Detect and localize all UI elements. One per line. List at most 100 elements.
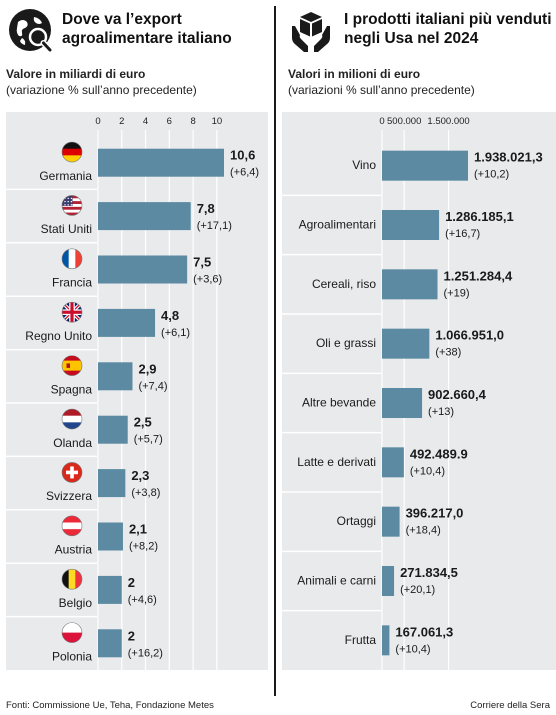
change-label: (+16,7) <box>445 228 480 240</box>
value-label: 2 <box>128 628 135 643</box>
value-label: 1.066.951,0 <box>435 328 504 343</box>
chart-area: 0 2 4 6 8 10 Germania 10,6 (+6,4) Stati Uniti 7,8 (… <box>6 112 268 670</box>
unit-label: Valore in miliardi di euro <box>6 67 146 81</box>
bar <box>382 566 395 596</box>
value-label: 2,1 <box>129 522 147 537</box>
bar-row: Regno Unito 4,8 (+6,1) <box>6 301 190 351</box>
bar-row: Francia 7,5 (+3,6) <box>6 248 222 297</box>
change-label: (+6,1) <box>161 327 190 339</box>
tick-label: 2 <box>119 116 124 127</box>
flag-gb-icon <box>61 301 83 323</box>
bar-row: Animali e carni 271.834,5 (+20,1) <box>282 565 458 612</box>
value-label: 2,5 <box>134 415 152 430</box>
value-label: 7,5 <box>193 255 211 270</box>
bar-row: Altre bevande 902.660,4 (+13) <box>282 387 487 434</box>
bar-row: Ortaggi 396.217,0 (+18,4) <box>282 506 464 553</box>
bar-row: Latte e derivati 492.489.9 (+10,4) <box>282 446 468 493</box>
change-label: (+20,1) <box>400 584 435 596</box>
variation-note: (variazioni % sull’anno precedente) <box>288 83 475 97</box>
bar <box>98 148 224 177</box>
flag-at-icon <box>61 515 83 537</box>
chart-subtitle: Valori in milioni di euro (variazioni % … <box>288 66 475 98</box>
export-panel: Dove va l’export agroalimentare italiano… <box>0 0 268 690</box>
category-label: Belgio <box>59 596 93 610</box>
tick-label: 6 <box>167 116 172 127</box>
flag-ch-icon <box>61 462 83 483</box>
category-label: Latte e derivati <box>297 455 376 469</box>
change-label: (+6,4) <box>230 167 259 179</box>
value-label: 1.938.021,3 <box>474 150 543 165</box>
category-label: Olanda <box>53 436 92 450</box>
change-label: (+10,4) <box>410 465 445 477</box>
value-label: 7,8 <box>197 201 215 216</box>
bar <box>382 447 404 478</box>
bar-row: Oli e grassi 1.066.951,0 (+38) <box>282 328 504 375</box>
change-label: (+17,1) <box>197 220 232 232</box>
change-label: (+13) <box>428 406 454 418</box>
bar-row: Spagna 2,9 (+7,4) <box>6 355 168 404</box>
value-label: 2,3 <box>131 468 149 483</box>
chart-subtitle: Valore in miliardi di euro (variazione %… <box>6 66 197 98</box>
bar-row: Belgio 2 (+4,6) <box>6 568 157 618</box>
tick-label: 4 <box>143 116 148 127</box>
bar-row: Stati Uniti 7,8 (+17,1) <box>6 195 232 244</box>
bar <box>382 210 440 240</box>
bar-row: Austria 2,1 (+8,2) <box>6 515 158 564</box>
change-label: (+18,4) <box>406 525 441 537</box>
bar-row: Svizzera 2,3 (+3,8) <box>6 462 160 511</box>
tick-label: 0 <box>379 116 384 127</box>
bar <box>382 269 438 300</box>
change-label: (+7,4) <box>138 380 167 392</box>
tick-label: 500.000 <box>387 116 421 127</box>
bar-row: Olanda 2,5 (+5,7) <box>6 408 163 458</box>
bar <box>98 469 126 498</box>
globe-magnifier-icon <box>9 9 54 54</box>
usa-products-panel: I prodotti italiani più venduti negli Us… <box>282 0 556 690</box>
change-label: (+4,6) <box>128 594 157 606</box>
value-label: 2 <box>128 575 135 590</box>
flag-de-icon <box>61 141 83 163</box>
publisher-credit: Corriere della Sera <box>470 700 550 711</box>
hands-box-icon <box>292 12 330 52</box>
category-label: Frutta <box>345 633 377 647</box>
flag-es-icon <box>61 355 83 376</box>
category-label: Stati Uniti <box>41 222 92 236</box>
change-label: (+19) <box>444 287 470 299</box>
bar-row: Agroalimentari 1.286.185,1 (+16,7) <box>282 209 514 256</box>
change-label: (+8,2) <box>129 541 158 553</box>
category-label: Regno Unito <box>25 329 92 343</box>
change-label: (+10,2) <box>474 169 509 181</box>
change-label: (+3,8) <box>131 487 160 499</box>
category-label: Animali e carni <box>297 574 376 588</box>
bar <box>382 625 390 656</box>
category-label: Germania <box>39 169 92 183</box>
category-label: Vino <box>352 158 376 172</box>
change-label: (+16,2) <box>128 647 163 659</box>
panel-divider <box>274 6 276 696</box>
bar-row: Germania 10,6 (+6,4) <box>6 141 259 191</box>
value-label: 1.251.284,4 <box>444 268 513 283</box>
page-title: I prodotti italiani più venduti negli Us… <box>344 11 552 47</box>
value-label: 396.217,0 <box>406 506 464 521</box>
value-label: 10,6 <box>230 148 255 163</box>
source-note: Fonti: Commissione Ue, Teha, Fondazione … <box>6 700 214 711</box>
category-label: Altre bevande <box>302 396 376 410</box>
tick-label: 1.500.000 <box>427 116 469 127</box>
tick-label: 10 <box>212 116 223 127</box>
category-label: Spagna <box>51 382 93 396</box>
bar-row: Vino 1.938.021,3 (+10,2) <box>282 150 543 197</box>
change-label: (+10,4) <box>395 643 430 655</box>
tick-label: 0 <box>95 116 100 127</box>
variation-note: (variazione % sull’anno precedente) <box>6 83 197 97</box>
flag-be-icon <box>61 568 83 590</box>
bar <box>382 506 400 537</box>
bar <box>98 255 188 284</box>
change-label: (+3,6) <box>193 274 222 286</box>
bar-row: Cereali, riso 1.251.284,4 (+19) <box>282 268 513 315</box>
chart-area: 0 500.000 1.500.000 Vino 1.938.021,3 (+10,2) A… <box>282 112 556 670</box>
bar-row: Polonia 2 (+16,2) <box>52 622 163 663</box>
tick-label: 8 <box>190 116 195 127</box>
bar <box>98 202 191 231</box>
value-label: 492.489.9 <box>410 446 468 461</box>
bar <box>98 415 128 444</box>
